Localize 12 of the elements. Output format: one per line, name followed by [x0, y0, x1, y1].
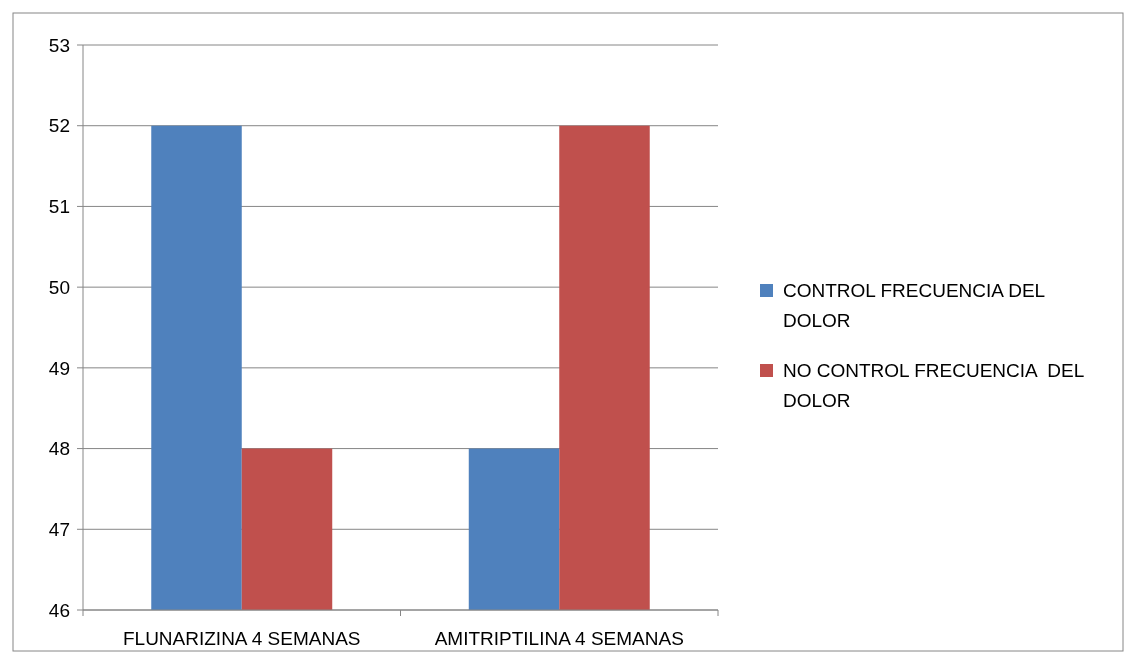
- y-tick-label: 46: [48, 599, 70, 621]
- y-tick-label: 48: [48, 438, 70, 460]
- y-tick-label: 50: [48, 276, 70, 298]
- y-tick-label: 47: [48, 518, 70, 540]
- legend-label: NO CONTROL FRECUENCIA DEL DOLOR: [783, 359, 1085, 411]
- y-tick-label: 51: [48, 196, 70, 218]
- y-tick-label: 49: [48, 357, 70, 379]
- x-tick-label: FLUNARIZINA 4 SEMANAS: [122, 628, 361, 649]
- x-tick-label: AMITRIPTILINA 4 SEMANAS: [434, 628, 684, 649]
- y-tick-label: 53: [48, 34, 70, 56]
- y-tick-label: 52: [48, 115, 70, 137]
- legend-label: CONTROL FRECUENCIA DEL DOLOR: [783, 279, 1046, 331]
